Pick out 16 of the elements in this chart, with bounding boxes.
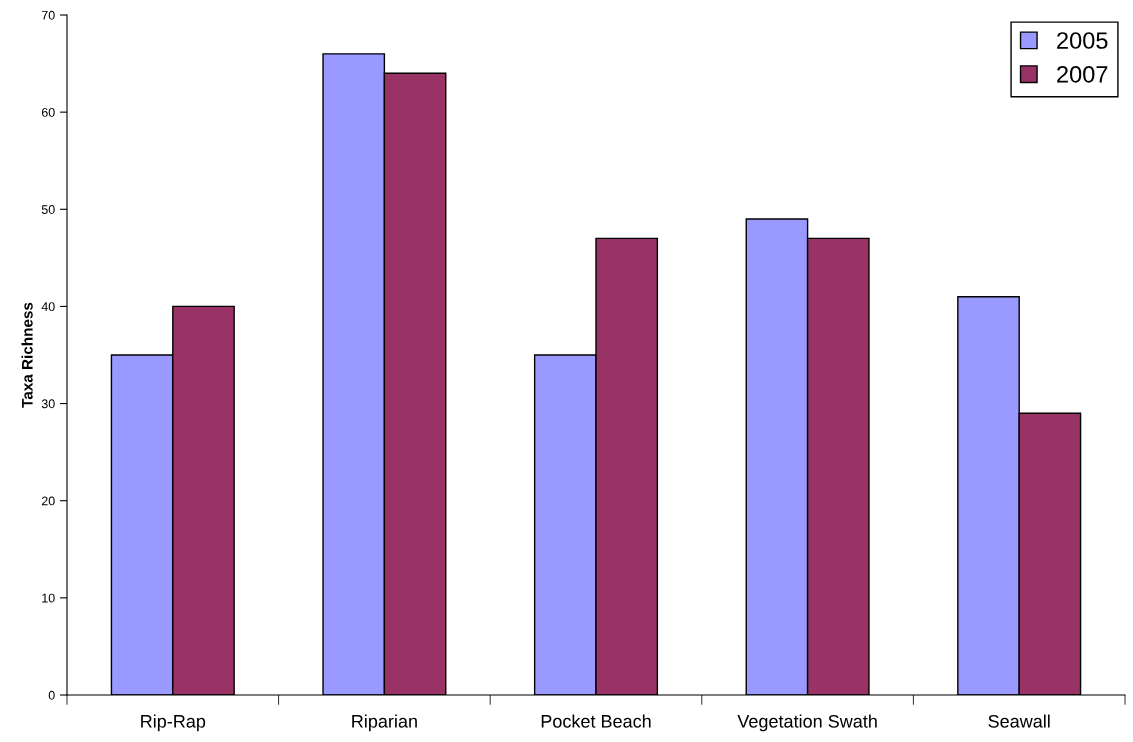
x-tick-label: Vegetation Swath [737, 714, 877, 732]
y-tick-label: 70 [41, 10, 55, 20]
legend-label: 2005 [1057, 32, 1108, 49]
y-tick-label: 40 [41, 302, 55, 312]
legend-label: 2007 [1057, 65, 1108, 83]
y-tick-label: 30 [41, 399, 55, 409]
y-tick-label: 0 [48, 690, 55, 700]
y-tick-label: 50 [41, 205, 55, 214]
x-tick-label: Seawall [988, 714, 1050, 728]
x-tick-label: Rip-Rap [141, 714, 206, 732]
x-tick-label: Pocket Beach [541, 714, 651, 728]
y-axis-title: Taxa Richness [21, 302, 33, 408]
y-tick-label: 10 [42, 593, 55, 603]
y-tick-label: 60 [41, 107, 55, 117]
x-tick-label: Riparian [352, 714, 417, 732]
y-tick-label: 20 [41, 496, 55, 506]
